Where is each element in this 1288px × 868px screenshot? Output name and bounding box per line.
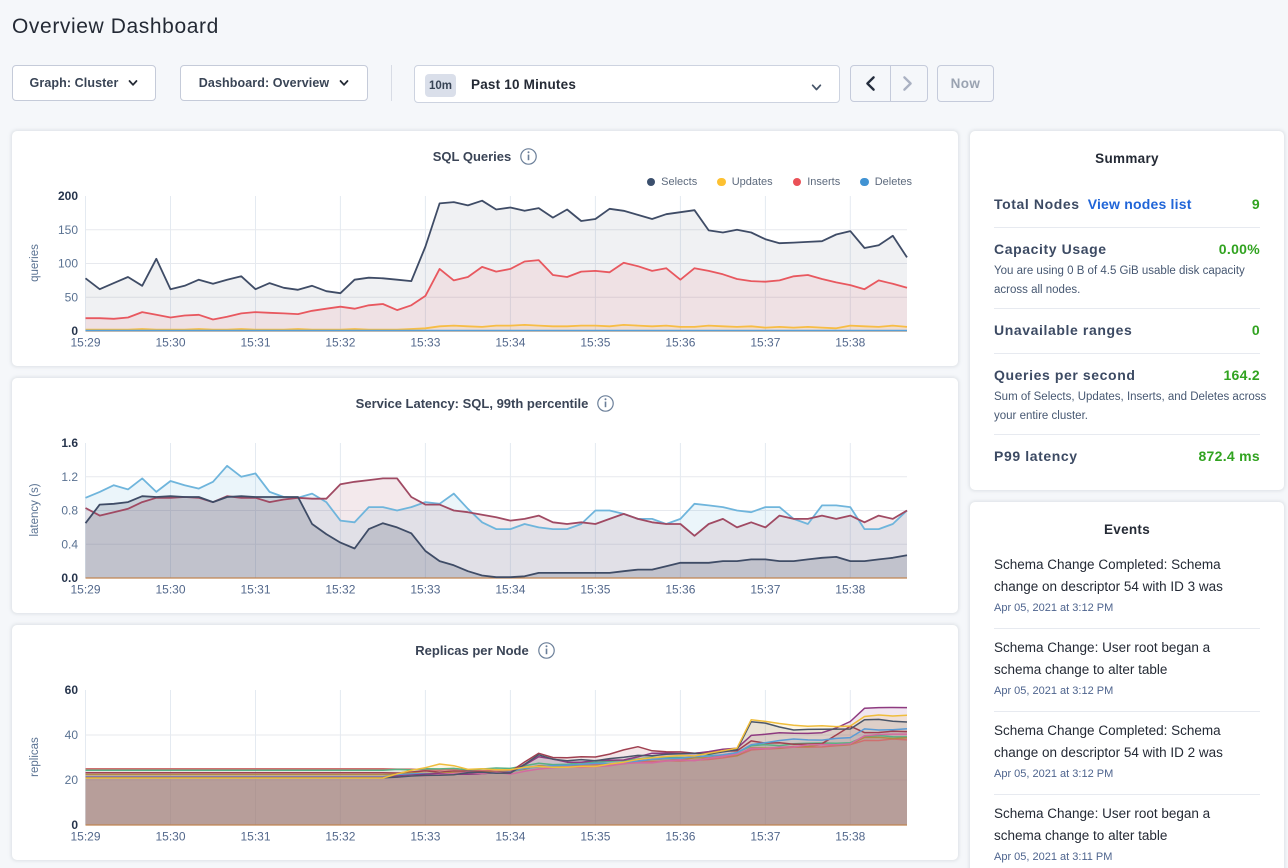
svg-text:15:34: 15:34	[495, 336, 525, 350]
svg-text:50: 50	[65, 290, 79, 304]
svg-text:15:35: 15:35	[580, 336, 610, 350]
svg-text:15:36: 15:36	[665, 336, 695, 350]
svg-text:15:29: 15:29	[70, 830, 100, 844]
svg-text:40: 40	[65, 728, 79, 742]
svg-text:1.2: 1.2	[61, 470, 78, 484]
svg-text:15:30: 15:30	[155, 583, 185, 597]
svg-text:15:31: 15:31	[240, 336, 270, 350]
svg-text:0.4: 0.4	[61, 537, 78, 551]
svg-text:15:30: 15:30	[155, 336, 185, 350]
svg-text:15:38: 15:38	[835, 336, 865, 350]
svg-text:15:35: 15:35	[580, 830, 610, 844]
svg-text:15:29: 15:29	[70, 336, 100, 350]
svg-text:15:32: 15:32	[325, 583, 355, 597]
svg-text:15:35: 15:35	[580, 583, 610, 597]
svg-text:0.0: 0.0	[61, 571, 78, 585]
svg-text:15:37: 15:37	[750, 336, 780, 350]
svg-text:15:34: 15:34	[495, 830, 525, 844]
svg-text:15:32: 15:32	[325, 336, 355, 350]
svg-text:15:36: 15:36	[665, 583, 695, 597]
svg-text:latency (s): latency (s)	[29, 483, 41, 536]
svg-text:200: 200	[58, 189, 78, 203]
svg-text:15:36: 15:36	[665, 830, 695, 844]
svg-text:0: 0	[71, 818, 78, 832]
svg-text:15:29: 15:29	[70, 583, 100, 597]
svg-text:15:31: 15:31	[240, 583, 270, 597]
svg-text:15:30: 15:30	[155, 830, 185, 844]
svg-text:1.6: 1.6	[61, 436, 78, 450]
svg-text:0: 0	[71, 324, 78, 338]
svg-text:15:33: 15:33	[410, 583, 440, 597]
svg-text:15:32: 15:32	[325, 830, 355, 844]
svg-text:15:38: 15:38	[835, 583, 865, 597]
svg-text:15:33: 15:33	[410, 336, 440, 350]
svg-text:replicas: replicas	[29, 737, 41, 777]
svg-text:15:37: 15:37	[750, 830, 780, 844]
svg-text:100: 100	[58, 257, 78, 271]
svg-text:0.8: 0.8	[61, 504, 78, 518]
svg-text:15:33: 15:33	[410, 830, 440, 844]
svg-text:15:31: 15:31	[240, 830, 270, 844]
svg-text:15:38: 15:38	[835, 830, 865, 844]
svg-text:15:37: 15:37	[750, 583, 780, 597]
svg-text:60: 60	[65, 683, 79, 697]
svg-text:queries: queries	[29, 244, 41, 282]
svg-text:150: 150	[58, 223, 78, 237]
svg-text:20: 20	[65, 773, 79, 787]
svg-text:15:34: 15:34	[495, 583, 525, 597]
